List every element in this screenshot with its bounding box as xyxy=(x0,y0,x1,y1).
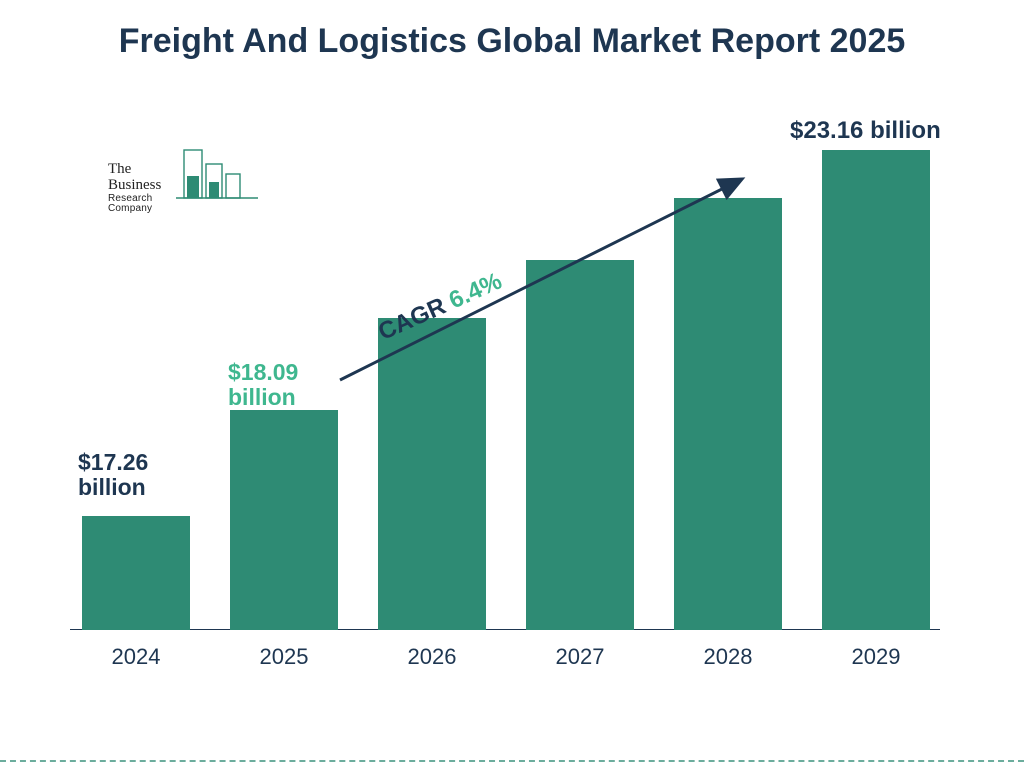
footer-dashed-line xyxy=(0,760,1024,762)
trend-arrow xyxy=(0,0,1024,768)
page: Freight And Logistics Global Market Repo… xyxy=(0,0,1024,768)
